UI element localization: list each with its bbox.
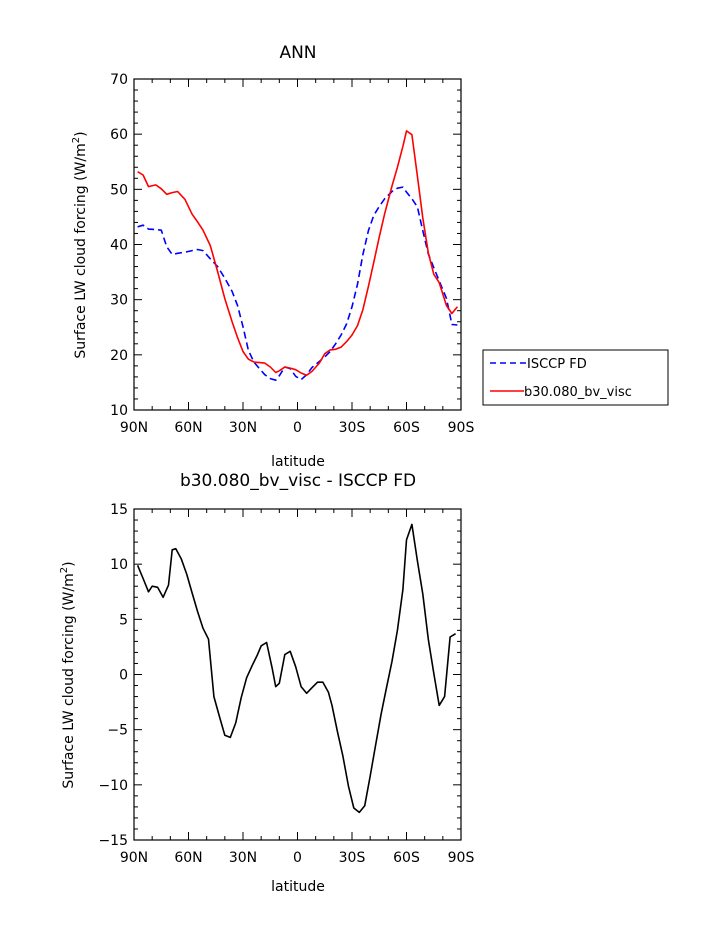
top-series-layer <box>137 130 459 382</box>
top-y-tick-label: 60 <box>110 127 128 143</box>
bottom-y-tick-label: −5 <box>107 723 128 739</box>
top-y-tick-label: 10 <box>110 403 128 419</box>
top-x-tick-label: 90N <box>120 420 148 436</box>
top-x-tick-label: 30N <box>229 420 257 436</box>
top-y-axis-label: Surface LW cloud forcing (W/m2) <box>71 131 89 358</box>
legend-box <box>482 349 669 406</box>
bottom-y-tick-label: 10 <box>110 557 128 573</box>
bottom-x-tick-label: 0 <box>293 850 302 866</box>
bottom-x-tick-label: 90S <box>448 850 475 866</box>
top-x-tick-label: 30S <box>339 420 366 436</box>
series-line-isccp-fd <box>137 186 458 382</box>
bottom-x-tick-label: 30S <box>339 850 366 866</box>
bottom-series-layer <box>136 523 457 814</box>
legend: ISCCP FD b30.080_bv_visc <box>482 349 669 406</box>
top-y-tick-label: 30 <box>110 293 128 309</box>
bottom-y-axis-label: Surface LW cloud forcing (W/m2) <box>59 561 77 788</box>
top-y-tick-label: 40 <box>110 238 128 254</box>
bottom-x-tick-label: 60N <box>174 850 202 866</box>
bottom-difference-line <box>136 523 457 814</box>
bottom-y-tick-label: −15 <box>98 833 128 849</box>
top-plot-frame <box>133 78 462 411</box>
bottom-x-tick-label: 90N <box>120 850 148 866</box>
top-y-tick-label: 50 <box>110 182 128 198</box>
bottom-x-tick-label: 30N <box>229 850 257 866</box>
bottom-axis-ticks: 90N 60N 30N 0 30S 60S 90S −15 −10 −5 0 5 10 15 <box>98 502 474 866</box>
top-x-tick-label: 0 <box>293 420 302 436</box>
top-chart-panel: ANN 90N 60N 30N 0 30S 60S 90S 10 20 30 40 50 60 70 la… <box>71 43 669 470</box>
bottom-y-tick-label: 0 <box>119 668 128 684</box>
top-x-axis-label: latitude <box>271 454 325 470</box>
bottom-x-axis-label: latitude <box>271 879 325 895</box>
top-y-tick-label: 20 <box>110 348 128 364</box>
top-y-tick-label: 70 <box>110 72 128 88</box>
bottom-x-tick-label: 60S <box>393 850 420 866</box>
top-x-tick-label: 60N <box>174 420 202 436</box>
top-x-tick-label: 60S <box>393 420 420 436</box>
bottom-y-tick-label: −10 <box>98 778 128 794</box>
bottom-y-tick-label: 15 <box>110 502 128 518</box>
legend-label-model: b30.080_bv_visc <box>524 385 632 400</box>
series-line-b30-080-bv-visc <box>137 130 459 377</box>
bottom-chart-title: b30.080_bv_visc - ISCCP FD <box>180 471 416 491</box>
top-x-tick-label: 90S <box>448 420 475 436</box>
legend-label-isccp: ISCCP FD <box>527 357 587 372</box>
top-axis-ticks: 90N 60N 30N 0 30S 60S 90S 10 20 30 40 50 60 70 <box>110 72 474 436</box>
top-chart-title: ANN <box>279 43 316 63</box>
bottom-chart-panel: b30.080_bv_visc - ISCCP FD 90N 60N 30N 0 30S… <box>59 471 474 895</box>
bottom-y-tick-label: 5 <box>119 612 128 628</box>
